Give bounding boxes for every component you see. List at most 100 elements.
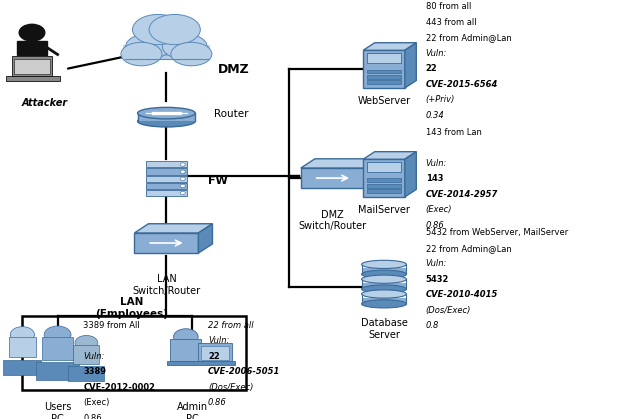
Ellipse shape bbox=[138, 107, 195, 119]
Text: CVE-2014-2957: CVE-2014-2957 bbox=[426, 190, 498, 199]
Bar bbox=[367, 75, 401, 78]
Text: 143 from Lan: 143 from Lan bbox=[426, 128, 481, 137]
Bar bbox=[146, 190, 187, 196]
Bar bbox=[146, 161, 187, 167]
Polygon shape bbox=[365, 159, 379, 188]
Text: Database
Server: Database Server bbox=[360, 318, 408, 340]
Bar bbox=[8, 337, 36, 357]
Bar bbox=[36, 362, 79, 380]
Text: Vuln:: Vuln: bbox=[208, 336, 229, 345]
Bar bbox=[22, 316, 246, 390]
Text: Vuln:: Vuln: bbox=[426, 159, 447, 168]
Text: (Exec): (Exec) bbox=[426, 205, 452, 214]
Ellipse shape bbox=[362, 260, 406, 269]
Text: (Dos/Exec): (Dos/Exec) bbox=[426, 306, 471, 315]
Text: WebServer: WebServer bbox=[357, 96, 411, 106]
Text: MailServer: MailServer bbox=[358, 205, 410, 215]
Bar bbox=[362, 269, 406, 274]
Polygon shape bbox=[404, 43, 417, 88]
Bar bbox=[367, 178, 401, 182]
Text: 0.34: 0.34 bbox=[426, 111, 444, 119]
Bar bbox=[367, 162, 401, 173]
Text: FW: FW bbox=[208, 176, 228, 186]
Text: 0.86: 0.86 bbox=[426, 221, 444, 230]
Ellipse shape bbox=[163, 34, 207, 59]
Text: 0.8: 0.8 bbox=[426, 321, 439, 330]
Text: 22 from Admin@Lan: 22 from Admin@Lan bbox=[426, 244, 511, 253]
Polygon shape bbox=[17, 41, 47, 55]
Circle shape bbox=[44, 326, 71, 344]
Text: 443 from all: 443 from all bbox=[426, 18, 476, 26]
Bar bbox=[364, 50, 405, 88]
Bar bbox=[42, 337, 73, 360]
Bar bbox=[146, 168, 187, 174]
Ellipse shape bbox=[362, 270, 406, 278]
Bar bbox=[146, 176, 187, 182]
Bar bbox=[198, 343, 232, 361]
Circle shape bbox=[180, 184, 186, 188]
Polygon shape bbox=[364, 152, 417, 159]
Bar bbox=[170, 339, 201, 361]
Bar bbox=[74, 345, 99, 364]
Ellipse shape bbox=[171, 42, 212, 66]
Text: 0.86: 0.86 bbox=[208, 398, 227, 407]
Ellipse shape bbox=[138, 115, 195, 127]
Bar bbox=[68, 366, 104, 381]
Text: 3389 from All: 3389 from All bbox=[83, 321, 140, 329]
Text: CVE-2012-0002: CVE-2012-0002 bbox=[83, 383, 155, 391]
Bar bbox=[201, 346, 229, 360]
Text: Attacker: Attacker bbox=[22, 98, 68, 109]
Polygon shape bbox=[12, 56, 52, 76]
Text: 22: 22 bbox=[208, 352, 220, 360]
Bar bbox=[168, 361, 235, 365]
Polygon shape bbox=[6, 76, 60, 81]
Bar bbox=[364, 159, 405, 197]
Text: (Dos/Exec): (Dos/Exec) bbox=[208, 383, 253, 391]
Bar bbox=[367, 80, 401, 84]
Text: 22 from all: 22 from all bbox=[208, 321, 253, 329]
Ellipse shape bbox=[125, 34, 170, 59]
Text: Admin
PC: Admin PC bbox=[177, 402, 207, 419]
Polygon shape bbox=[364, 43, 417, 50]
Polygon shape bbox=[301, 159, 379, 168]
Circle shape bbox=[173, 329, 198, 345]
Bar bbox=[362, 298, 406, 304]
Bar bbox=[301, 168, 365, 188]
Polygon shape bbox=[134, 224, 212, 233]
Text: Vuln:: Vuln: bbox=[83, 352, 104, 360]
Circle shape bbox=[19, 24, 45, 41]
Circle shape bbox=[180, 163, 186, 166]
Ellipse shape bbox=[140, 23, 193, 55]
Text: 3389: 3389 bbox=[83, 367, 106, 376]
Bar bbox=[134, 233, 198, 253]
Text: 80 from all: 80 from all bbox=[426, 2, 471, 11]
Bar bbox=[123, 45, 210, 59]
Text: CVE-2015-6564: CVE-2015-6564 bbox=[426, 80, 498, 88]
Ellipse shape bbox=[362, 300, 406, 308]
Text: LAN
(Employees): LAN (Employees) bbox=[95, 297, 168, 319]
Ellipse shape bbox=[132, 15, 184, 45]
Bar bbox=[367, 184, 401, 187]
Text: Vuln:: Vuln: bbox=[426, 49, 447, 57]
Ellipse shape bbox=[362, 290, 406, 298]
Text: 22 from Admin@Lan: 22 from Admin@Lan bbox=[426, 33, 511, 42]
Bar bbox=[146, 183, 187, 189]
Text: Users
PC: Users PC bbox=[44, 402, 71, 419]
Text: 22: 22 bbox=[426, 64, 437, 73]
Text: DMZ
Switch/Router: DMZ Switch/Router bbox=[299, 210, 367, 231]
Text: 143: 143 bbox=[426, 174, 443, 183]
Text: Vuln:: Vuln: bbox=[426, 259, 447, 268]
Text: CVE-2006-5051: CVE-2006-5051 bbox=[208, 367, 280, 376]
Ellipse shape bbox=[362, 285, 406, 293]
Circle shape bbox=[180, 177, 186, 181]
Text: 5432: 5432 bbox=[426, 275, 449, 284]
Circle shape bbox=[180, 170, 186, 173]
Bar bbox=[367, 70, 401, 73]
Polygon shape bbox=[198, 224, 212, 253]
Bar bbox=[138, 113, 195, 121]
Bar bbox=[362, 283, 406, 289]
Text: (Exec): (Exec) bbox=[83, 398, 109, 407]
Circle shape bbox=[75, 336, 98, 350]
Polygon shape bbox=[404, 152, 417, 197]
Text: CVE-2010-4015: CVE-2010-4015 bbox=[426, 290, 498, 299]
